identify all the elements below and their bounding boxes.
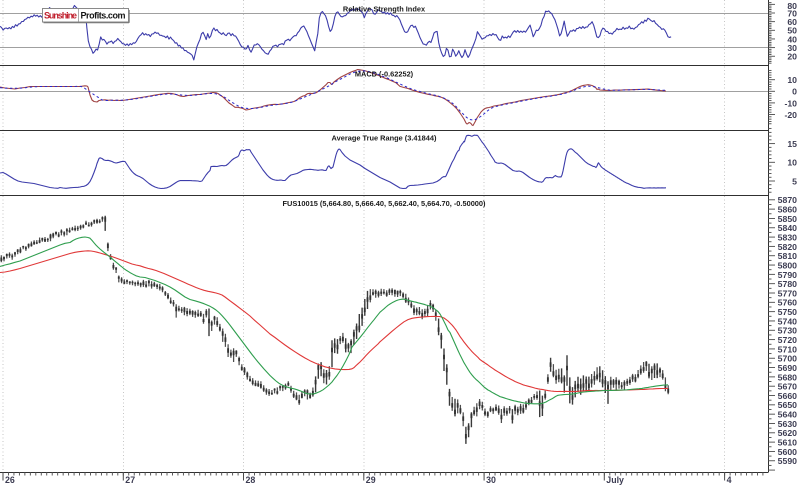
svg-text:-10: -10 xyxy=(784,98,797,108)
svg-text:5600: 5600 xyxy=(778,447,797,457)
svg-text:5810: 5810 xyxy=(778,251,797,261)
svg-text:5720: 5720 xyxy=(778,335,797,345)
svg-text:28: 28 xyxy=(246,475,256,485)
svg-text:5: 5 xyxy=(792,176,797,186)
svg-text:10: 10 xyxy=(787,75,797,85)
svg-text:5680: 5680 xyxy=(778,372,797,382)
svg-text:5820: 5820 xyxy=(778,242,797,252)
svg-text:5780: 5780 xyxy=(778,279,797,289)
svg-text:-20: -20 xyxy=(784,110,797,120)
svg-text:5670: 5670 xyxy=(778,382,797,392)
svg-text:5840: 5840 xyxy=(778,223,797,233)
svg-text:5800: 5800 xyxy=(778,260,797,270)
svg-text:5850: 5850 xyxy=(778,214,797,224)
svg-text:30: 30 xyxy=(787,43,797,53)
svg-text:5740: 5740 xyxy=(778,316,797,326)
svg-text:50: 50 xyxy=(787,26,797,36)
svg-text:5660: 5660 xyxy=(778,391,797,401)
svg-text:0: 0 xyxy=(792,87,797,97)
svg-text:5640: 5640 xyxy=(778,410,797,420)
svg-text:5700: 5700 xyxy=(778,354,797,364)
svg-text:5650: 5650 xyxy=(778,400,797,410)
svg-text:15: 15 xyxy=(787,139,797,149)
svg-text:70: 70 xyxy=(787,8,797,18)
svg-text:5790: 5790 xyxy=(778,270,797,280)
svg-text:Profits.com: Profits.com xyxy=(81,11,126,21)
svg-text:5630: 5630 xyxy=(778,419,797,429)
svg-text:5710: 5710 xyxy=(778,344,797,354)
svg-text:4: 4 xyxy=(727,475,732,485)
svg-text:29: 29 xyxy=(366,475,376,485)
svg-text:5620: 5620 xyxy=(778,428,797,438)
svg-text:10: 10 xyxy=(787,158,797,168)
svg-text:5730: 5730 xyxy=(778,326,797,336)
svg-text:5610: 5610 xyxy=(778,438,797,448)
svg-text:5870: 5870 xyxy=(778,195,797,205)
svg-text:30: 30 xyxy=(486,475,496,485)
svg-text:5760: 5760 xyxy=(778,298,797,308)
svg-text:5770: 5770 xyxy=(778,288,797,298)
svg-text:5590: 5590 xyxy=(778,456,797,466)
svg-text:5750: 5750 xyxy=(778,307,797,317)
svg-text:Average True Range (3.41844): Average True Range (3.41844) xyxy=(332,134,437,143)
svg-text:80: 80 xyxy=(787,1,797,11)
svg-text:60: 60 xyxy=(787,17,797,27)
svg-text:FUS10015 (5,664.80, 5,666.40,: FUS10015 (5,664.80, 5,666.40, 5,662.40, … xyxy=(283,199,487,208)
svg-text:MACD (-0.62252): MACD (-0.62252) xyxy=(355,70,414,79)
svg-text:Relative Strength Index: Relative Strength Index xyxy=(343,5,426,14)
svg-text:40: 40 xyxy=(787,34,797,44)
svg-text:27: 27 xyxy=(125,475,135,485)
svg-text:July: July xyxy=(606,475,624,485)
svg-text:Sunshine: Sunshine xyxy=(44,11,77,21)
svg-text:5690: 5690 xyxy=(778,363,797,373)
svg-text:26: 26 xyxy=(5,475,15,485)
svg-text:5860: 5860 xyxy=(778,205,797,215)
svg-text:20: 20 xyxy=(787,52,797,62)
svg-text:5830: 5830 xyxy=(778,233,797,243)
